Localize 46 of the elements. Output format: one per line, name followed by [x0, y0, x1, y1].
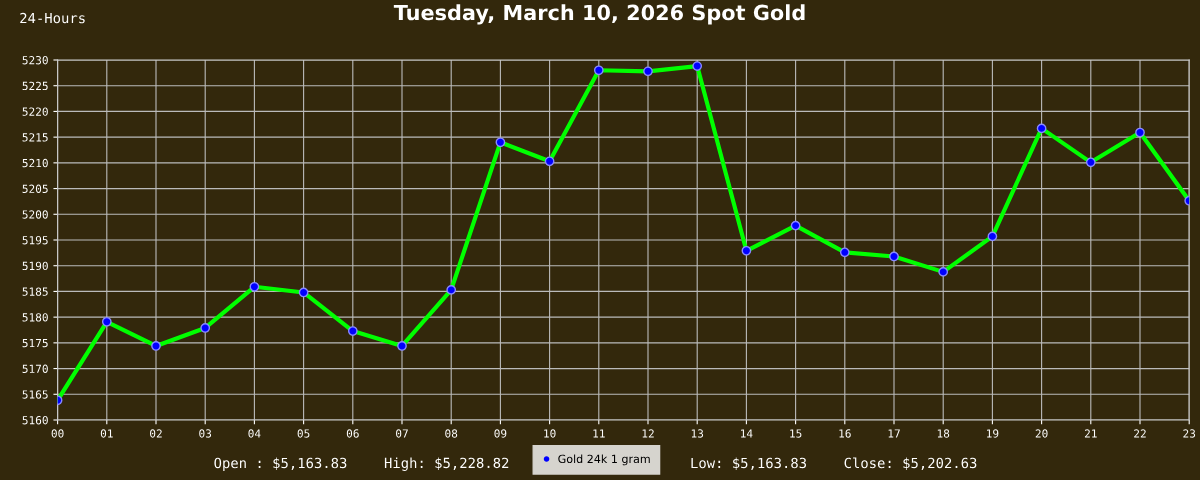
x-tick-label: 18: [937, 429, 950, 438]
x-tick-label: 17: [888, 429, 900, 438]
y-tick-label: 5220: [22, 107, 48, 116]
x-tick-label: 23: [1183, 429, 1196, 438]
x-tick-label: 08: [445, 429, 458, 438]
x-tick-label: 11: [593, 429, 605, 438]
text: 24-Hours: [20, 12, 85, 24]
x-tick-label: 13: [691, 429, 704, 438]
x-tick-label: 00: [51, 429, 64, 438]
text: Open : $5,163.83: [214, 457, 347, 471]
y-tick-label: 5160: [22, 416, 48, 425]
text: Low: $5,163.83: [691, 457, 807, 471]
x-tick-label: 02: [150, 429, 162, 438]
x-tick-label: 15: [790, 429, 802, 438]
x-tick-label: 01: [100, 429, 113, 438]
x-tick-label: 12: [642, 429, 654, 438]
y-tick-label: 5190: [22, 261, 48, 271]
x-tick-label: 09: [494, 429, 507, 438]
x-tick-label: 04: [248, 429, 261, 438]
y-tick-label: 5170: [22, 364, 48, 373]
text: High: $5,228.82: [384, 457, 509, 471]
y-tick-label: 5165: [22, 390, 48, 399]
x-tick-label: 10: [544, 429, 556, 438]
x-tick-label: 21: [1084, 429, 1097, 438]
y-tick-label: 5205: [22, 184, 48, 193]
x-tick-label: 22: [1134, 429, 1146, 438]
chart-title: Tuesday, March 10, 2026 Spot Gold: [393, 4, 805, 25]
legend-label: Gold 24k 1 gram: [558, 454, 650, 466]
x-tick-label: 20: [1035, 429, 1048, 438]
y-tick-label: 5230: [22, 56, 48, 65]
y-tick-label: 5180: [22, 313, 48, 322]
y-tick-label: 5175: [22, 339, 48, 348]
y-tick-label: 5210: [22, 158, 48, 168]
x-tick-label: 03: [199, 429, 212, 438]
y-tick-label: 5225: [22, 81, 48, 91]
text: Close: $5,202.63: [844, 457, 977, 471]
x-tick-label: 16: [839, 429, 851, 438]
y-tick-label: 5215: [22, 133, 48, 142]
x-tick-label: 19: [987, 429, 999, 438]
y-tick-label: 5200: [22, 210, 48, 219]
y-tick-label: 5195: [22, 236, 48, 245]
x-tick-label: 06: [346, 429, 359, 438]
x-tick-label: 07: [396, 429, 408, 438]
x-tick-label: 14: [741, 429, 753, 438]
y-tick-label: 5185: [22, 287, 48, 296]
x-tick-label: 05: [297, 429, 310, 438]
